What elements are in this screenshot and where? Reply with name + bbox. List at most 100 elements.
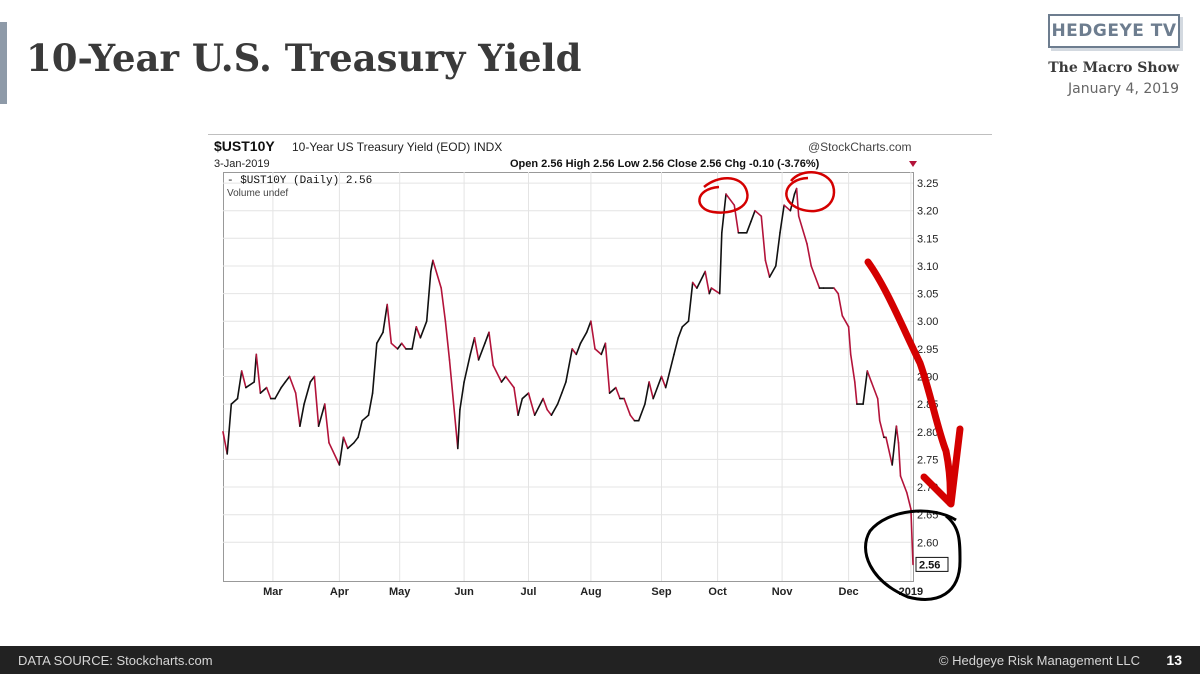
x-tick-label: Nov [772, 586, 794, 598]
x-axis: Mar Apr May Jun Jul Aug Sep Oct Nov Dec 2019 [263, 586, 923, 598]
series-segment [521, 392, 530, 400]
series-segment [575, 342, 582, 356]
series-segment [687, 281, 694, 322]
series-segment [259, 386, 268, 394]
series-segment [396, 342, 403, 350]
series-segment [513, 386, 519, 417]
page-number: 13 [1166, 652, 1182, 668]
series-segment [361, 414, 370, 422]
series-segment [600, 342, 607, 356]
series-segment [644, 381, 650, 405]
series-segment [629, 414, 636, 422]
series-segment [440, 287, 447, 322]
chart-watermark: @StockCharts.com [808, 140, 912, 154]
series-segment [862, 370, 869, 405]
series-segment [849, 353, 856, 383]
series-segment [550, 403, 559, 417]
series-segment [500, 375, 507, 383]
series-segment [571, 348, 578, 356]
series-segment [779, 204, 785, 234]
legend-series: - $UST10Y (Daily) 2.56 [227, 175, 372, 187]
series-segment [386, 303, 393, 345]
series-segment [504, 375, 515, 389]
series-segment [357, 419, 363, 439]
series-segment [448, 359, 459, 450]
series-segment [444, 320, 451, 361]
last-value-text: 2.56 [919, 559, 940, 571]
chart-date: 3-Jan-2019 [214, 158, 270, 170]
series-segment [556, 392, 563, 405]
series-segment [910, 508, 914, 566]
last-value-box [915, 556, 949, 572]
x-tick-label: Aug [580, 586, 601, 598]
series-segment [284, 375, 291, 383]
series-segment [681, 320, 690, 328]
series-segment [473, 337, 480, 361]
hedgeye-tv-logo: HEDGEYE TV [1048, 14, 1180, 48]
series-segment [546, 408, 553, 417]
data-source: DATA SOURCE: Stockcharts.com [18, 653, 213, 668]
series-segment [560, 381, 567, 394]
footer-bar: DATA SOURCE: Stockcharts.com © Hedgeye R… [0, 646, 1200, 674]
show-date: January 4, 2019 [1068, 81, 1179, 97]
series-segment [594, 348, 603, 356]
series-segment [691, 281, 698, 289]
title-accent-bar [0, 22, 7, 104]
x-tick-label: Mar [263, 586, 283, 598]
series-segment [789, 193, 796, 212]
change-down-icon [909, 161, 917, 167]
y-tick-label: 3.20 [917, 206, 938, 218]
series-segment [760, 215, 767, 262]
series-segment [608, 386, 617, 394]
series-segment [457, 408, 461, 450]
trend-arrow-shaft [864, 258, 954, 507]
series-segment [222, 430, 229, 455]
series-segment [432, 259, 442, 289]
series-segment [317, 403, 326, 428]
series-segment [353, 436, 359, 444]
series-segment [764, 259, 771, 278]
series-segment [390, 342, 399, 350]
series-segment [810, 265, 821, 289]
series-segment [492, 364, 503, 383]
series-segment [806, 243, 813, 267]
series-segment [288, 375, 297, 394]
series-segment [837, 292, 844, 317]
series-segment [459, 381, 465, 411]
series-segment [533, 397, 544, 417]
series-segment [745, 220, 752, 234]
x-tick-label: Jul [521, 586, 537, 598]
low-value-circle [864, 509, 962, 601]
series-segment [542, 397, 549, 411]
series-segment [313, 375, 320, 428]
x-tick-label: Apr [330, 586, 350, 598]
legend-volume: Volume undef [227, 188, 288, 199]
series-segment [425, 270, 432, 322]
y-tick-label: 2.95 [917, 344, 938, 356]
page-title: 10-Year U.S. Treasury Yield [26, 36, 582, 80]
copyright: © Hedgeye Risk Management LLC [938, 653, 1140, 668]
series-segment [623, 397, 632, 417]
series-segment [847, 326, 852, 356]
series-segment [677, 326, 684, 339]
series-segment [664, 353, 675, 389]
series-segment [708, 287, 713, 295]
series-segment [750, 209, 756, 223]
x-tick-label: Oct [708, 586, 727, 598]
y-tick-label: 3.00 [917, 316, 938, 328]
series-segment [652, 375, 663, 400]
series-segment [833, 287, 840, 295]
x-tick-label: Sep [651, 586, 671, 598]
series-segment [783, 204, 792, 212]
y-tick-label: 3.15 [917, 233, 938, 245]
trend-arrow-head [920, 425, 964, 508]
series-segment [870, 381, 879, 400]
last-value-label: 2.56 [915, 556, 949, 572]
series-segment [527, 392, 536, 417]
top-circle-1 [698, 177, 749, 214]
series-segment [367, 392, 374, 417]
series-segment [299, 403, 305, 428]
chart-title: $UST10Y [214, 138, 275, 154]
series-segment [866, 370, 873, 383]
logo-text: HEDGEYE TV [1051, 21, 1177, 41]
